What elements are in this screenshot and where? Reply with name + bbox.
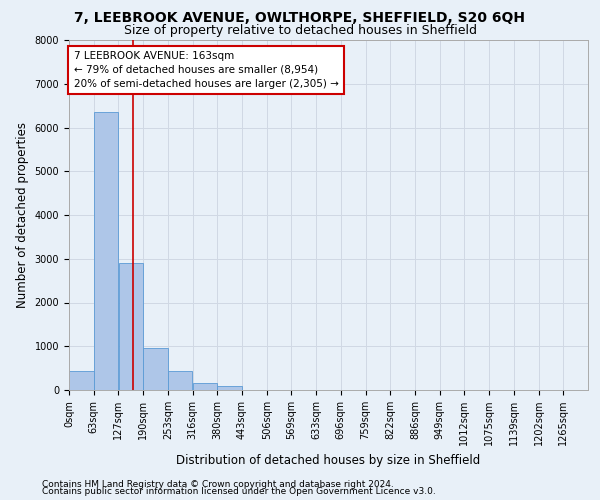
Bar (168, 371, 193, 390)
Bar (193, 383, 217, 390)
X-axis label: Distribution of detached houses by size in Sheffield: Distribution of detached houses by size … (176, 454, 481, 466)
Text: Size of property relative to detached houses in Sheffield: Size of property relative to detached ho… (124, 24, 476, 37)
Text: 7, LEEBROOK AVENUE, OWLTHORPE, SHEFFIELD, S20 6QH: 7, LEEBROOK AVENUE, OWLTHORPE, SHEFFIELD… (74, 11, 526, 25)
Text: Contains public sector information licensed under the Open Government Licence v3: Contains public sector information licen… (42, 487, 436, 496)
Bar (143, 348, 168, 390)
Bar (69, 371, 94, 390)
Bar (94, 112, 118, 390)
Y-axis label: Number of detached properties: Number of detached properties (16, 122, 29, 308)
Text: Contains HM Land Registry data © Crown copyright and database right 2024.: Contains HM Land Registry data © Crown c… (42, 480, 394, 489)
Bar (119, 263, 143, 390)
Bar (217, 386, 242, 390)
Text: 7 LEEBROOK AVENUE: 163sqm
← 79% of detached houses are smaller (8,954)
20% of se: 7 LEEBROOK AVENUE: 163sqm ← 79% of detac… (74, 51, 338, 89)
